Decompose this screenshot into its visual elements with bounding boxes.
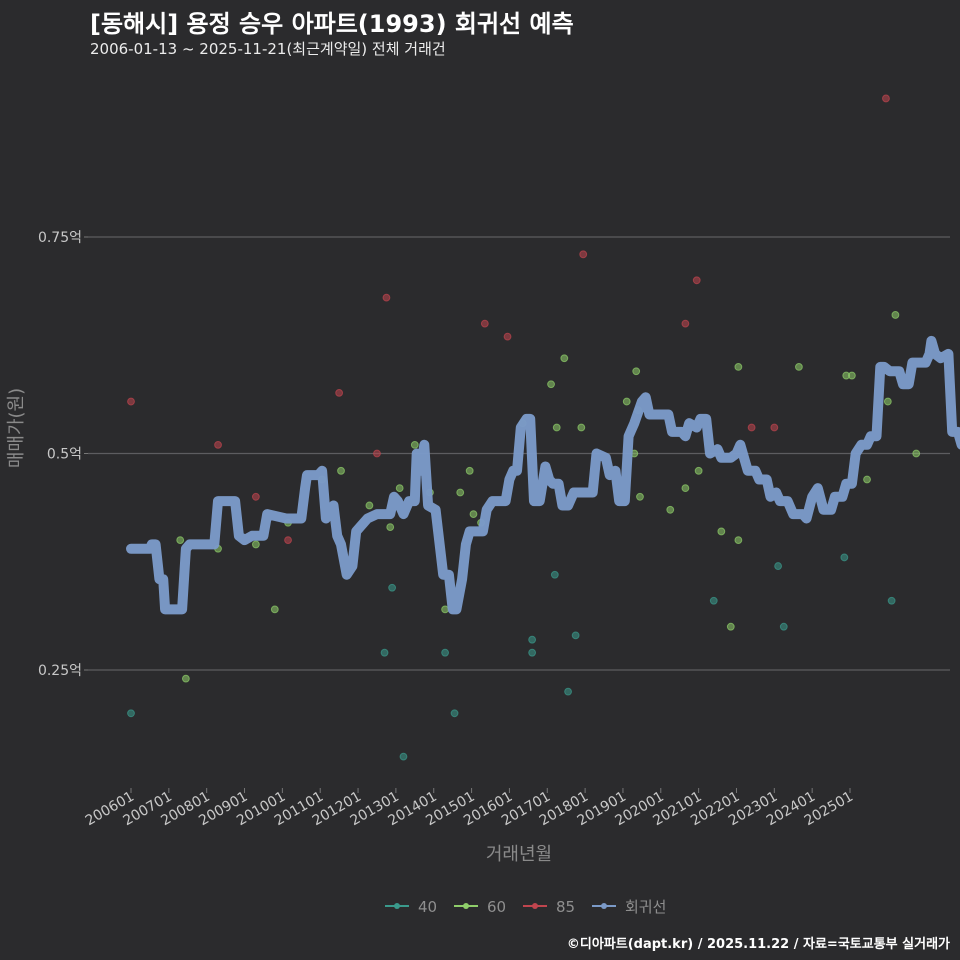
data-point-40 [450,709,459,718]
data-point-60 [386,523,395,532]
data-point-40 [127,709,135,718]
data-point-40 [887,596,896,605]
data-point-40 [779,622,788,631]
data-point-85 [579,250,588,259]
legend-label: 60 [487,898,506,916]
data-point-60 [622,397,631,406]
data-point-60 [577,423,586,432]
data-point-40 [550,570,559,579]
data-point-60 [726,622,735,631]
data-point-85 [251,492,260,501]
legend: 40 60 85 회귀선 [385,898,666,916]
y-axis: 0.25억 0.5억 0.75억 [38,230,88,679]
data-point-40 [571,631,580,640]
data-point-85 [335,388,344,397]
data-point-85 [284,536,292,544]
data-point-40 [528,648,537,657]
data-point-60 [891,311,900,319]
data-point-85 [770,423,779,432]
x-axis-title: 거래년월 [486,844,552,865]
data-point-60 [270,605,279,614]
data-point-60 [560,354,569,363]
data-point-60 [734,536,743,544]
data-point-60 [795,363,803,371]
legend-label: 85 [556,898,575,916]
y-tick-label: 0.5억 [47,447,82,463]
legend-label: 40 [418,898,437,916]
legend-key-dot [394,903,400,909]
data-point-85 [692,276,701,285]
data-point-40 [388,583,397,592]
data-point-85 [480,319,489,328]
data-point-60 [734,363,743,371]
regression-line [126,335,960,615]
data-point-40 [709,596,718,605]
legend-label: 회귀선 [625,898,666,916]
data-point-60 [547,380,555,389]
legend-key-dot [532,903,538,909]
legend-key-dot [463,903,469,909]
regression-line-group [126,335,960,615]
data-point-85 [503,332,512,341]
y-tick-label: 0.25억 [38,663,82,679]
chart-subtitle: 2006-01-13 ~ 2025-11-21(최근계약일) 전체 거래건 [90,40,446,58]
footer-credit: ©디아파트(dapt.kr) / 2025.11.22 / 자료=국토교통부 실… [566,937,950,952]
data-point-40 [441,648,449,657]
data-point-60 [717,527,726,536]
data-point-40 [399,752,408,761]
data-point-60 [912,449,921,458]
data-point-40 [564,687,572,696]
legend-key-dot [601,903,607,909]
data-point-60 [469,510,478,519]
data-point-60 [636,492,644,501]
data-point-40 [528,635,537,644]
data-point-60 [632,367,641,376]
data-point-85 [373,449,381,458]
data-point-60 [456,488,465,497]
data-point-60 [666,505,675,514]
data-point-60 [552,423,561,432]
data-point-85 [214,440,222,449]
data-point-60 [694,466,703,475]
data-point-40 [774,562,782,570]
x-axis: 2006012007012008012009012010012011012012… [83,788,856,829]
y-axis-title: 매매가(원) [6,388,27,468]
data-point-85 [127,397,135,406]
data-point-60 [465,466,474,475]
data-point-40 [380,648,389,657]
data-point-85 [681,319,690,328]
data-point-85 [382,293,391,302]
data-point-60 [883,397,892,406]
data-point-60 [681,484,690,493]
chart-title: [동해시] 용정 승우 아파트(1993) 회귀선 예측 [90,10,574,38]
data-point-60 [847,371,856,380]
data-point-60 [181,674,190,683]
data-point-60 [337,466,345,475]
scatter-points [127,94,921,761]
data-point-60 [395,484,404,493]
data-point-60 [365,501,374,510]
data-point-40 [840,553,849,562]
data-point-85 [882,94,890,103]
data-point-60 [863,475,871,484]
data-point-60 [176,536,185,544]
data-point-60 [251,540,260,549]
y-tick-label: 0.75억 [38,230,82,246]
data-point-60 [410,440,419,449]
data-point-85 [747,423,756,432]
